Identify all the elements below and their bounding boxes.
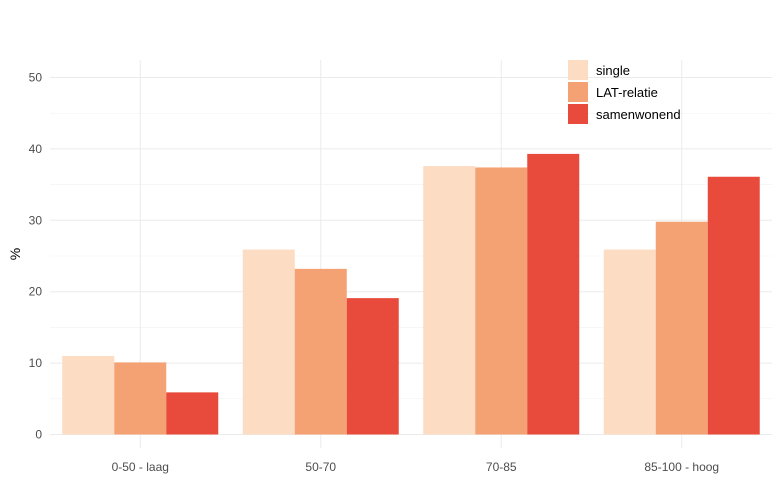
x-tick-label: 0-50 - laag: [112, 460, 169, 474]
x-axis: 0-50 - laag 50-70 70-85 85-100 - hoog: [112, 460, 720, 474]
legend-swatch: [568, 104, 588, 124]
legend-label: samenwonend: [596, 107, 681, 122]
x-tick-label: 85-100 - hoog: [644, 460, 719, 474]
bar: [114, 362, 167, 435]
y-tick-label: 40: [29, 142, 43, 156]
bar: [346, 298, 399, 435]
y-axis-title: %: [7, 248, 23, 260]
legend-label: LAT-relatie: [596, 85, 658, 100]
bar: [62, 355, 115, 435]
legend: single LAT-relatie samenwonend: [568, 60, 681, 124]
y-tick-label: 0: [35, 428, 42, 442]
bar: [242, 249, 295, 435]
bars: [62, 153, 760, 435]
bar: [707, 176, 760, 435]
y-tick-label: 50: [29, 71, 43, 85]
legend-swatch: [568, 60, 588, 80]
y-tick-label: 30: [29, 213, 43, 227]
bar: [603, 249, 656, 435]
bar: [655, 221, 708, 435]
y-tick-label: 10: [29, 356, 43, 370]
bar: [294, 268, 347, 435]
y-axis: 0 10 20 30 40 50: [29, 71, 43, 442]
legend-swatch: [568, 82, 588, 102]
x-tick-label: 50-70: [305, 460, 336, 474]
bar: [527, 153, 580, 435]
bar: [423, 166, 476, 435]
bar: [475, 167, 528, 435]
legend-label: single: [596, 63, 630, 78]
y-tick-label: 20: [29, 285, 43, 299]
bar: [166, 392, 219, 435]
x-tick-label: 70-85: [486, 460, 517, 474]
